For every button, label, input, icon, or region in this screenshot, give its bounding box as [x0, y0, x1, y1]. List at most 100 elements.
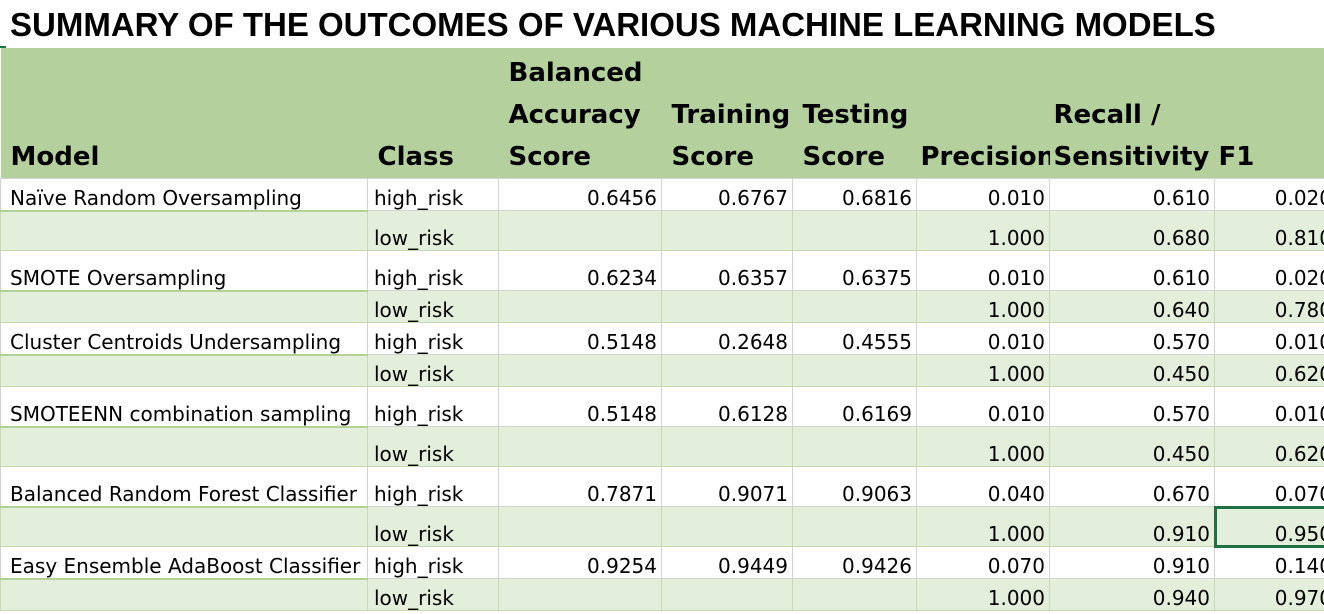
header-class[interactable]: Class [367, 48, 499, 179]
header-model[interactable]: Model [0, 48, 368, 179]
cell-precision[interactable]: 1.000 [916, 290, 1050, 323]
cell-precision[interactable]: 1.000 [916, 354, 1050, 387]
cell-precision[interactable]: 0.010 [916, 250, 1050, 291]
cell-testing-score[interactable]: 0.9063 [792, 466, 917, 507]
header-training-score[interactable]: Training Score [661, 48, 793, 179]
cell-class[interactable]: low_risk [367, 506, 499, 547]
cell-testing-score[interactable]: 0.6169 [792, 386, 917, 427]
cell-f1[interactable]: 0.970 [1214, 578, 1324, 611]
cell-balanced-accuracy[interactable] [498, 506, 662, 547]
cell-f1[interactable]: 0.020 [1214, 250, 1324, 291]
cell-testing-score[interactable]: 0.4555 [792, 322, 917, 355]
cell-model[interactable] [0, 505, 368, 547]
header-balanced-accuracy[interactable]: Balanced Accuracy Score [498, 48, 662, 179]
cell-precision[interactable]: 1.000 [916, 426, 1050, 467]
cell-recall[interactable]: 0.910 [1049, 546, 1215, 579]
cell-recall[interactable]: 0.940 [1049, 578, 1215, 611]
cell-model[interactable]: Naïve Random Oversampling [0, 178, 368, 211]
cell-class[interactable]: low_risk [367, 578, 499, 611]
cell-balanced-accuracy[interactable] [498, 210, 662, 251]
cell-testing-score[interactable]: 0.6375 [792, 250, 917, 291]
cell-testing-score[interactable] [792, 354, 917, 387]
cell-balanced-accuracy[interactable]: 0.5148 [498, 322, 662, 355]
cell-testing-score[interactable] [792, 578, 917, 611]
cell-training-score[interactable]: 0.2648 [661, 322, 793, 355]
cell-precision[interactable]: 1.000 [916, 210, 1050, 251]
cell-training-score[interactable]: 0.9449 [661, 546, 793, 579]
cell-f1[interactable]: 0.620 [1214, 426, 1324, 467]
cell-precision[interactable]: 0.010 [916, 322, 1050, 355]
cell-balanced-accuracy[interactable]: 0.5148 [498, 386, 662, 427]
cell-recall[interactable]: 0.640 [1049, 290, 1215, 323]
cell-recall[interactable]: 0.610 [1049, 250, 1215, 291]
cell-balanced-accuracy[interactable] [498, 578, 662, 611]
cell-testing-score[interactable] [792, 210, 917, 251]
cell-class[interactable]: high_risk [367, 322, 499, 355]
cell-balanced-accuracy[interactable] [498, 354, 662, 387]
cell-precision[interactable]: 1.000 [916, 578, 1050, 611]
cell-model[interactable] [0, 425, 368, 467]
cell-training-score[interactable] [661, 354, 793, 387]
cell-f1[interactable]: 0.020 [1214, 178, 1324, 211]
cell-recall[interactable]: 0.910 [1049, 506, 1215, 547]
cell-training-score[interactable]: 0.6128 [661, 386, 793, 427]
cell-class[interactable]: low_risk [367, 290, 499, 323]
cell-f1[interactable]: 0.780 [1214, 290, 1324, 323]
cell-testing-score[interactable] [792, 426, 917, 467]
cell-class[interactable]: low_risk [367, 354, 499, 387]
cell-testing-score[interactable]: 0.9426 [792, 546, 917, 579]
cell-testing-score[interactable]: 0.6816 [792, 178, 917, 211]
cell-balanced-accuracy[interactable] [498, 290, 662, 323]
header-f1[interactable]: F1 [1214, 48, 1324, 179]
cell-training-score[interactable]: 0.6357 [661, 250, 793, 291]
cell-model[interactable]: SMOTE Oversampling [0, 250, 368, 291]
cell-training-score[interactable] [661, 506, 793, 547]
cell-model[interactable]: SMOTEENN combination sampling [0, 386, 368, 427]
header-precision[interactable]: Precision [916, 48, 1050, 179]
cell-class[interactable]: high_risk [367, 386, 499, 427]
header-testing-score[interactable]: Testing Score [792, 48, 917, 179]
cell-recall[interactable]: 0.570 [1049, 386, 1215, 427]
cell-precision[interactable]: 0.010 [916, 178, 1050, 211]
cell-class[interactable]: high_risk [367, 546, 499, 579]
cell-model[interactable]: Easy Ensemble AdaBoost Classifier [0, 546, 368, 579]
cell-recall[interactable]: 0.450 [1049, 354, 1215, 387]
cell-balanced-accuracy[interactable]: 0.6234 [498, 250, 662, 291]
cell-recall[interactable]: 0.680 [1049, 210, 1215, 251]
cell-testing-score[interactable] [792, 506, 917, 547]
cell-recall[interactable]: 0.670 [1049, 466, 1215, 507]
cell-training-score[interactable]: 0.6767 [661, 178, 793, 211]
cell-class[interactable]: low_risk [367, 426, 499, 467]
cell-f1[interactable]: 0.010 [1214, 386, 1324, 427]
cell-precision[interactable]: 0.040 [916, 466, 1050, 507]
cell-model[interactable] [0, 353, 368, 387]
cell-f1[interactable]: 0.010 [1214, 322, 1324, 355]
sheet-title[interactable]: SUMMARY OF THE OUTCOMES OF VARIOUS MACHI… [10, 6, 1216, 43]
cell-model[interactable] [0, 209, 368, 251]
cell-training-score[interactable] [661, 426, 793, 467]
cell-training-score[interactable] [661, 290, 793, 323]
cell-model[interactable]: Cluster Centroids Undersampling [0, 322, 368, 355]
cell-training-score[interactable] [661, 578, 793, 611]
cell-class[interactable]: high_risk [367, 466, 499, 507]
cell-balanced-accuracy[interactable] [498, 426, 662, 467]
cell-f1[interactable]: 0.810 [1214, 210, 1324, 251]
cell-model[interactable] [0, 577, 368, 611]
cell-f1[interactable]: 0.140 [1214, 546, 1324, 579]
cell-f1[interactable]: 0.620 [1214, 354, 1324, 387]
cell-training-score[interactable]: 0.9071 [661, 466, 793, 507]
cell-balanced-accuracy[interactable]: 0.7871 [498, 466, 662, 507]
cell-class[interactable]: low_risk [367, 210, 499, 251]
cell-class[interactable]: high_risk [367, 178, 499, 211]
cell-recall[interactable]: 0.570 [1049, 322, 1215, 355]
cell-testing-score[interactable] [792, 290, 917, 323]
cell-balanced-accuracy[interactable]: 0.6456 [498, 178, 662, 211]
cell-model[interactable]: Balanced Random Forest Classifier [0, 466, 368, 507]
cell-f1[interactable]: 0.950 [1213, 505, 1324, 548]
cell-model[interactable] [0, 289, 368, 323]
cell-class[interactable]: high_risk [367, 250, 499, 291]
cell-precision[interactable]: 1.000 [916, 506, 1050, 547]
header-recall[interactable]: Recall / Sensitivity [1049, 48, 1215, 179]
cell-training-score[interactable] [661, 210, 793, 251]
cell-precision[interactable]: 0.010 [916, 386, 1050, 427]
